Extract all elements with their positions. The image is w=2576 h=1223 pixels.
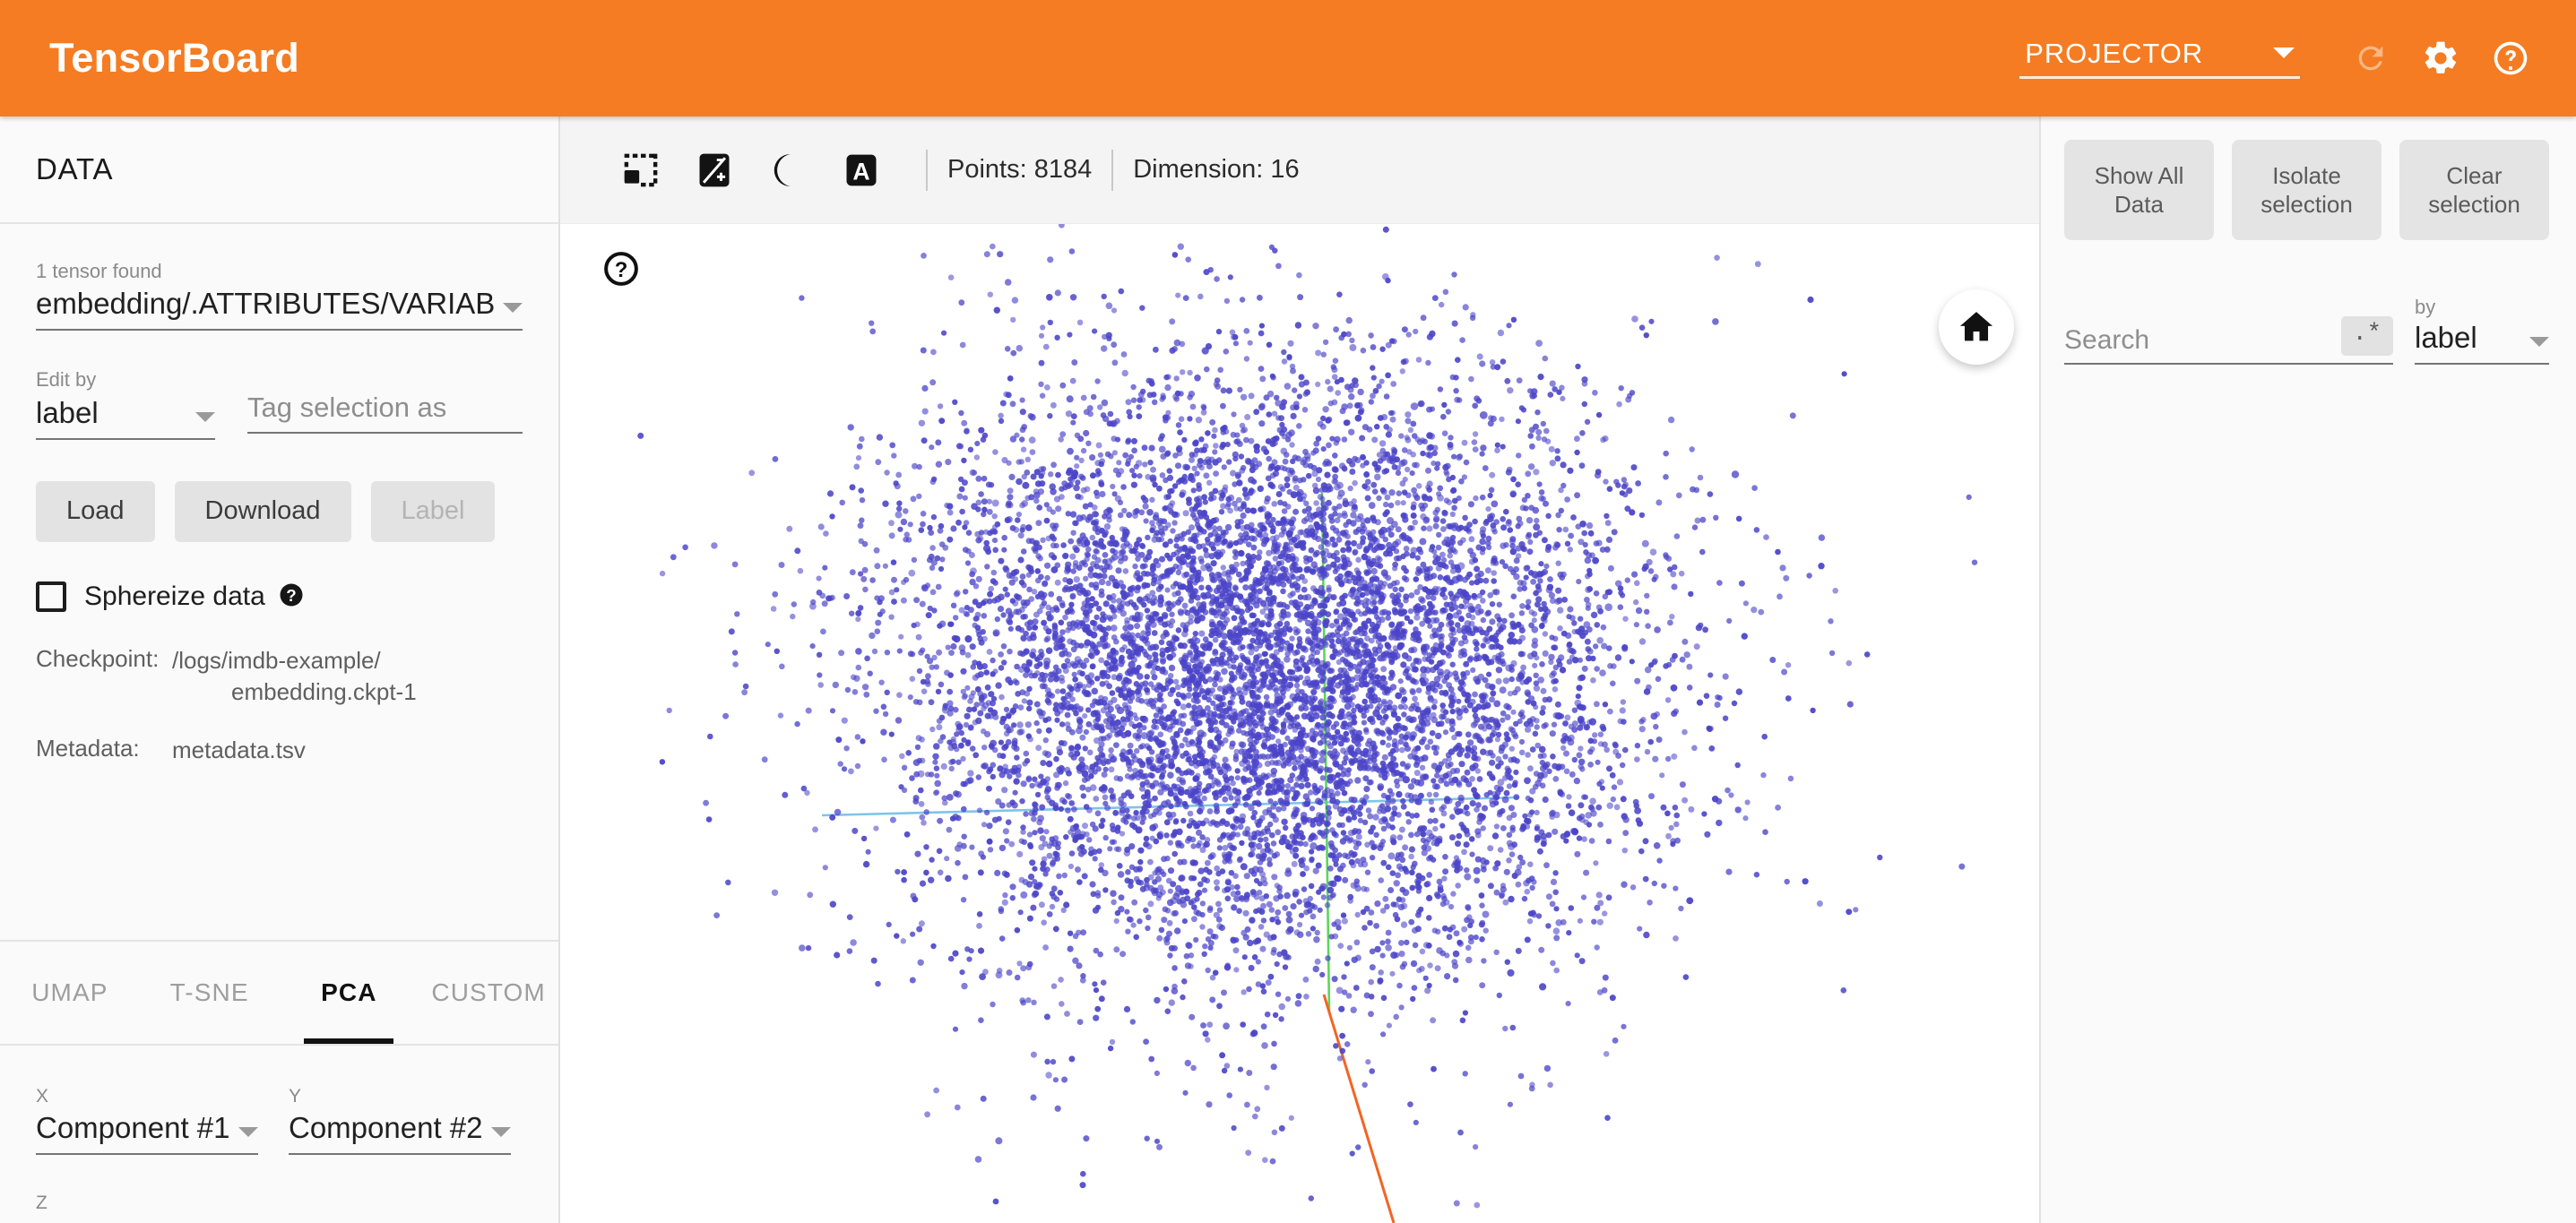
gear-icon[interactable] [2409,27,2472,90]
dashboard-selector-label: PROJECTOR [2025,38,2203,69]
regex-toggle-button[interactable]: .* [2340,316,2393,357]
selection-buttons: Show All Data Isolate selection Clear se… [2041,116,2576,240]
tensor-found-hint: 1 tensor found [36,260,162,282]
svg-text:A: A [852,158,869,185]
home-icon[interactable] [1939,289,2014,365]
tab-tsne[interactable]: T-SNE [169,978,249,1006]
axis-line-z [1322,994,1396,1223]
projector-main: A Points: 8184 Dimension: 16 ? [560,116,2039,1223]
edit-by-select[interactable]: label [36,396,215,440]
chevron-down-icon [238,1127,258,1138]
points-count: Points: 8184 [947,155,1093,184]
checkpoint-value: /logs/imdb-example/ embedding.ckpt-1 [172,645,417,708]
metadata-row: Metadata: metadata.tsv [36,735,523,766]
edit-by-group: Edit by label [36,368,215,440]
pca-x-select[interactable]: Component #1 [36,1111,258,1156]
tensor-select[interactable]: embedding/.ATTRIBUTES/VARIABLE_ [36,287,523,332]
inspector-panel: Show All Data Isolate selection Clear se… [2039,116,2576,1223]
search-by-select[interactable]: label [2415,321,2549,366]
dimension-count: Dimension: 16 [1133,155,1300,184]
show-all-data-button[interactable]: Show All Data [2064,140,2214,240]
data-panel: DATA 1 tensor found embedding/.ATTRIBUTE… [0,116,560,1223]
tab-umap[interactable]: UMAP [31,978,108,1006]
edit-by-row: Edit by label Tag selection as [36,368,523,440]
canvas-toolbar: A Points: 8184 Dimension: 16 [560,116,2039,224]
data-panel-title: DATA [36,152,114,185]
metadata-key: Metadata: [36,734,140,762]
sphereize-row: Sphereize data ? [36,581,523,613]
help-filled-icon[interactable]: ? [278,581,305,613]
search-placeholder: Search [2064,324,2150,355]
data-panel-body: 1 tensor found embedding/.ATTRIBUTES/VAR… [0,224,558,766]
chevron-down-icon [2273,47,2295,58]
help-circle-icon[interactable] [2479,27,2542,90]
pca-y-select[interactable]: Component #2 [289,1111,511,1156]
toolbar-divider [926,149,928,191]
selection-box-icon[interactable] [612,142,670,199]
toolbar-divider [1111,149,1114,191]
scatter-plot-canvas[interactable]: ? [560,224,2039,1223]
tensor-selector-group: 1 tensor found embedding/.ATTRIBUTES/VAR… [36,260,523,332]
night-mode-crescent-icon[interactable] [759,142,817,199]
search-input[interactable]: Search .* [2064,316,2393,366]
isolate-selection-button[interactable]: Isolate selection [2232,140,2382,240]
pca-parameters: X Component #1 Y Component #2 Z [0,1046,558,1223]
pca-x-value: Component #1 [36,1111,229,1145]
data-points [637,224,1978,1209]
help-circle-icon[interactable]: ? [601,249,641,289]
header-actions: PROJECTOR [2019,0,2542,116]
pca-y-value: Component #2 [289,1111,482,1145]
refresh-icon[interactable] [2339,27,2402,90]
checkpoint-row: Checkpoint: /logs/imdb-example/ embeddin… [36,645,523,708]
sphereize-checkbox[interactable] [36,581,66,613]
search-by-hint: by [2415,296,2436,318]
svg-text:?: ? [615,258,628,282]
chevron-down-icon [503,303,523,314]
checkpoint-key: Checkpoint: [36,644,160,672]
pca-xy-row: X Component #1 Y Component #2 [36,1085,523,1156]
checkpoint-path-line1: /logs/imdb-example/ [172,646,381,674]
pca-x-hint: X [36,1086,49,1107]
sphereize-label: Sphereize data [84,581,265,612]
svg-text:?: ? [286,586,296,605]
text-label-a-icon[interactable]: A [833,142,890,199]
pca-x-group: X Component #1 [36,1085,258,1156]
search-by-group: by label [2415,296,2549,366]
pca-z-hint: Z [36,1193,48,1214]
clear-selection-button[interactable]: Clear selection [2399,140,2549,240]
image-adjust-icon[interactable] [686,142,743,199]
data-action-buttons: Load Download Label [36,480,523,542]
tag-selection-placeholder: Tag selection as [247,392,447,424]
projection-section: UMAP T-SNE PCA CUSTOM X Component #1 Y C… [0,940,558,1223]
dashboard-selector[interactable]: PROJECTOR [2019,38,2300,79]
checkpoint-path-line2: embedding.ckpt-1 [231,677,417,705]
pca-y-hint: Y [289,1086,302,1107]
chevron-down-icon [491,1127,511,1138]
tensor-select-value: embedding/.ATTRIBUTES/VARIABLE_ [36,287,494,321]
tag-selection-input[interactable]: Tag selection as [247,392,523,434]
load-button[interactable]: Load [36,480,155,542]
edit-by-value: label [36,395,99,429]
projection-tabs: UMAP T-SNE PCA CUSTOM [0,940,558,1046]
brand-title: TensorBoard [49,35,299,81]
tab-custom[interactable]: CUSTOM [431,978,546,1006]
search-row: Search .* by label [2041,240,2576,366]
search-by-value: label [2415,321,2477,355]
app-header: TensorBoard PROJECTOR [0,0,2576,116]
tab-pca[interactable]: PCA [280,942,419,1044]
scatter-points-layer [637,224,1978,1223]
chevron-down-icon [195,411,215,422]
metadata-value: metadata.tsv [172,736,306,763]
spacer [247,368,523,392]
data-panel-header: DATA [0,116,558,224]
download-button[interactable]: Download [174,480,351,542]
chevron-down-icon [2529,337,2549,348]
label-button[interactable]: Label [370,480,496,542]
pca-y-group: Y Component #2 [289,1085,511,1156]
edit-by-hint: Edit by [36,368,97,392]
tag-selection-group: Tag selection as [247,368,523,439]
